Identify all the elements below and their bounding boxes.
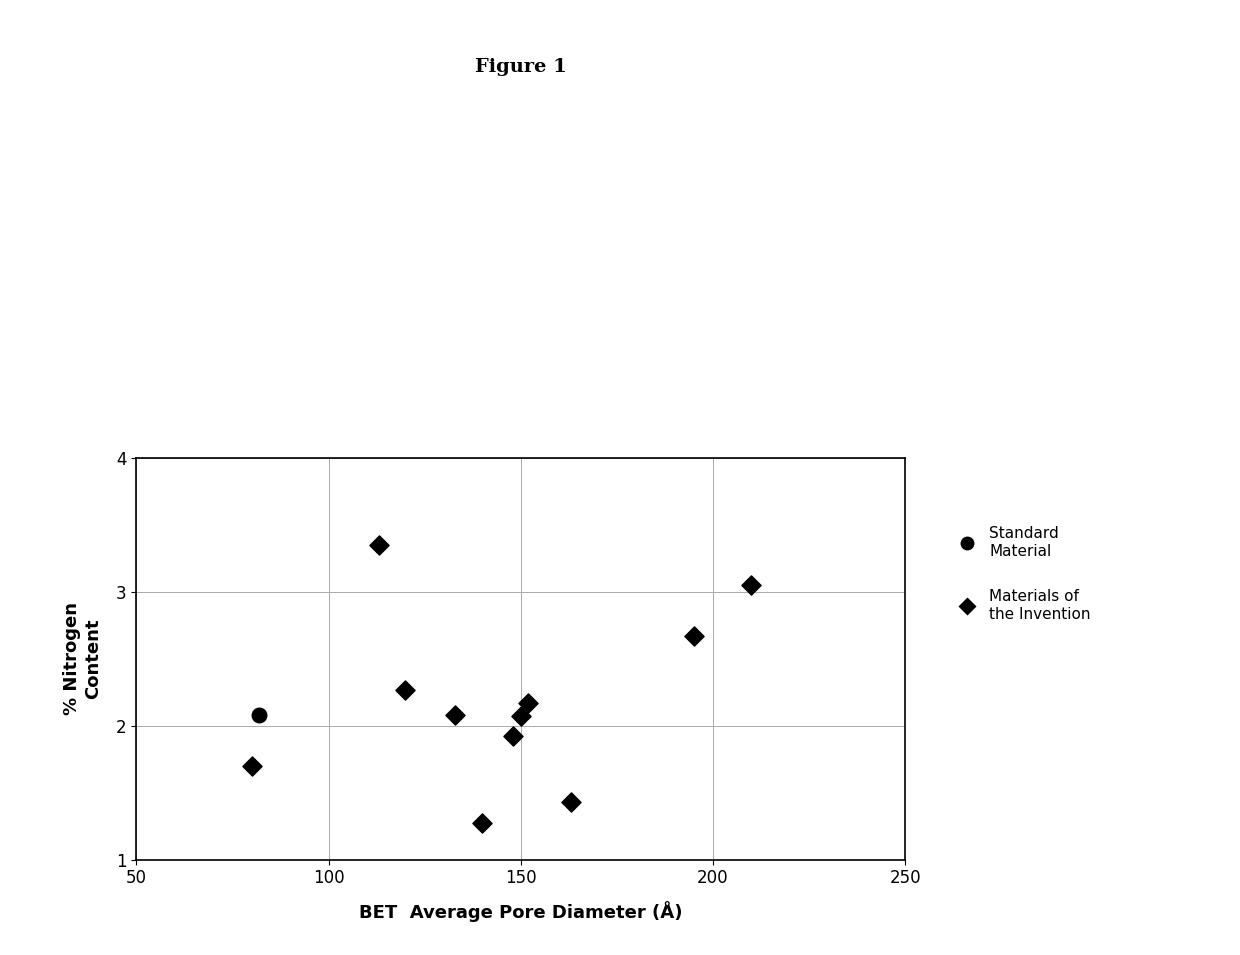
Point — [684, 628, 704, 644]
Point — [503, 729, 523, 744]
Point — [445, 708, 465, 723]
Point — [242, 758, 262, 774]
Point — [560, 795, 580, 810]
Point — [249, 708, 269, 723]
Text: Figure 1: Figure 1 — [475, 58, 567, 75]
Point — [396, 682, 415, 697]
Point — [518, 695, 538, 711]
Y-axis label: % Nitrogen
Content: % Nitrogen Content — [63, 603, 102, 715]
X-axis label: BET  Average Pore Diameter (Å): BET Average Pore Diameter (Å) — [360, 902, 682, 923]
Point — [742, 578, 761, 593]
Point — [511, 709, 531, 724]
Point — [368, 538, 388, 553]
Point — [472, 816, 492, 831]
Legend: Standard
Material, Materials of
the Invention: Standard Material, Materials of the Inve… — [951, 526, 1091, 622]
